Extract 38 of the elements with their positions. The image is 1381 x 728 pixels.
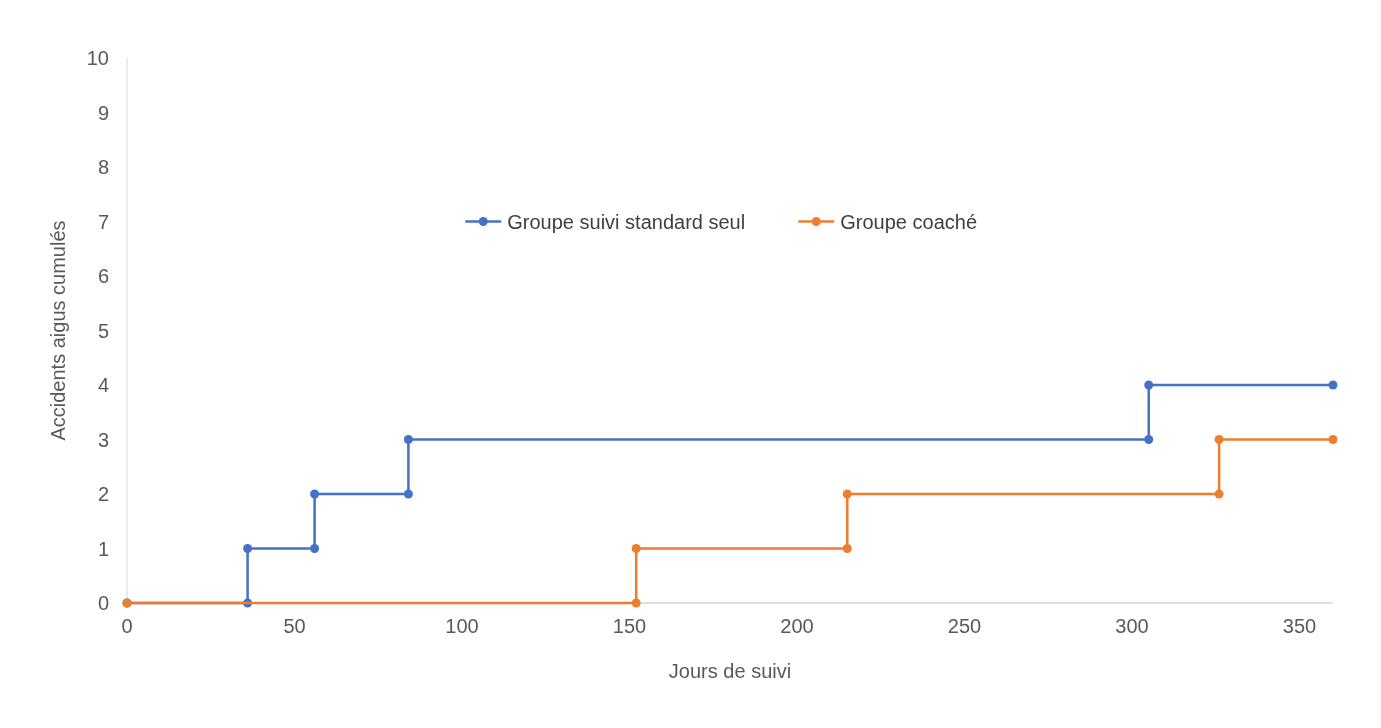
- x-tick-label: 250: [947, 615, 982, 637]
- y-tick-label: 4: [97, 374, 109, 396]
- point: [310, 489, 320, 499]
- x-tick-label: 350: [1282, 615, 1317, 637]
- point: [1214, 435, 1224, 444]
- point: [1214, 489, 1224, 499]
- point: [403, 489, 413, 499]
- y-tick-label: 9: [97, 101, 109, 124]
- point: [1144, 380, 1154, 390]
- y-tick-label: 8: [97, 156, 109, 178]
- point: [310, 544, 320, 553]
- point: [842, 544, 852, 553]
- point: [243, 544, 253, 553]
- x-tick-label: 50: [283, 615, 306, 637]
- point: [403, 435, 413, 444]
- point: [631, 544, 641, 553]
- y-tick-label: 2: [97, 483, 109, 505]
- y-tick-label: 7: [97, 210, 109, 233]
- x-tick-label: 300: [1115, 615, 1149, 637]
- y-tick-label: 10: [86, 47, 109, 69]
- legend-label: Groupe coaché: [840, 210, 978, 233]
- y-tick-label: 3: [97, 428, 109, 451]
- point: [631, 598, 641, 608]
- point: [842, 489, 852, 499]
- x-tick-label: 0: [121, 615, 133, 637]
- point: [1328, 435, 1338, 444]
- x-tick-label: 200: [780, 615, 814, 637]
- point: [1328, 380, 1338, 390]
- x-axis-title: Jours de suivi: [668, 660, 792, 682]
- y-tick-label: 0: [97, 592, 109, 614]
- y-tick-label: 6: [97, 265, 109, 287]
- y-tick-label: 5: [97, 319, 109, 342]
- legend-label: Groupe suivi standard seul: [507, 210, 746, 233]
- y-tick-label: 1: [97, 537, 109, 560]
- x-tick-label: 150: [612, 615, 647, 637]
- x-tick-label: 100: [445, 615, 479, 637]
- y-axis-title: Accidents aigus cumulés: [47, 220, 69, 441]
- point: [1144, 435, 1154, 444]
